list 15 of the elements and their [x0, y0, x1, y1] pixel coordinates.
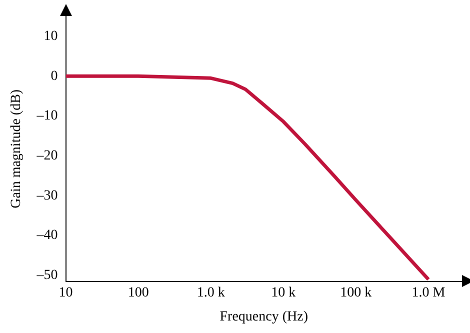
x-tick-label: 10 k: [271, 285, 296, 300]
y-tick-label: 10: [44, 28, 58, 44]
x-tick-label: 1.0 k: [196, 285, 225, 300]
y-tick-label: –20: [36, 148, 58, 164]
y-tick-label: –50: [36, 268, 58, 284]
x-tick-label: 1.0 M: [412, 285, 446, 300]
x-tick-label: 100 k: [340, 285, 372, 300]
y-tick-label: –10: [36, 108, 58, 124]
x-tick-label: 100: [128, 285, 149, 300]
y-tick-label: –40: [36, 228, 58, 244]
x-tick-label: 10: [58, 285, 73, 300]
x-axis-title: Frequency (Hz): [220, 309, 308, 324]
y-axis-title: Gain magnitude (dB): [9, 89, 24, 208]
y-tick-label: 0: [50, 68, 58, 84]
y-tick-label: –30: [36, 188, 58, 204]
